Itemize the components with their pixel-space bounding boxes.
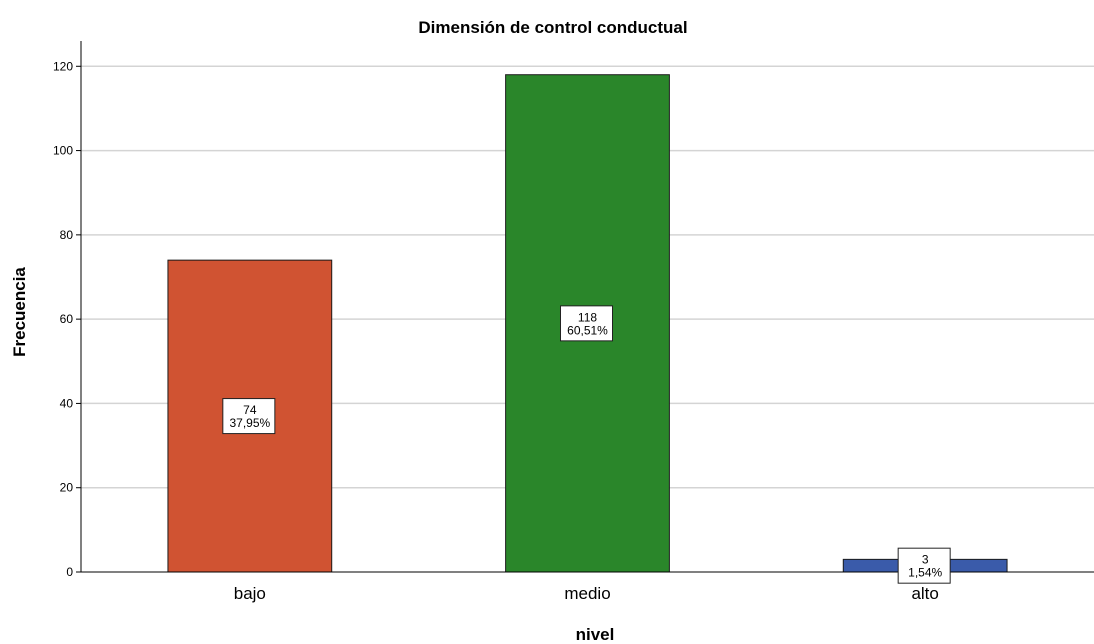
y-tick-label: 60 bbox=[60, 312, 74, 326]
data-label-box bbox=[560, 305, 613, 342]
data-label-percent: 1,54% bbox=[908, 566, 942, 580]
data-label-box bbox=[222, 398, 276, 435]
y-axis-title: Frecuencia bbox=[10, 267, 29, 357]
x-tick-label: alto bbox=[911, 584, 938, 603]
data-label-count: 74 bbox=[243, 403, 257, 417]
x-tick-label: medio bbox=[564, 584, 610, 603]
data-label-box bbox=[897, 547, 951, 584]
x-axis-title: nivel bbox=[576, 625, 615, 644]
data-label-percent: 37,95% bbox=[229, 416, 270, 430]
data-label-count: 118 bbox=[578, 310, 597, 324]
y-tick-label: 0 bbox=[66, 565, 73, 579]
x-tick-label: bajo bbox=[234, 584, 266, 603]
y-tick-label: 120 bbox=[53, 59, 73, 73]
y-tick-label: 80 bbox=[60, 228, 74, 242]
y-tick-label: 100 bbox=[53, 144, 73, 158]
data-label-percent: 60,51% bbox=[567, 323, 608, 337]
axes: 0 20 40 60 80 100 120 bajo medio alto bbox=[53, 41, 1094, 603]
chart-title: Dimensión de control conductual bbox=[418, 18, 687, 37]
data-label-count: 3 bbox=[922, 553, 929, 567]
y-tick-label: 20 bbox=[60, 481, 74, 495]
y-tick-label: 40 bbox=[60, 396, 74, 410]
